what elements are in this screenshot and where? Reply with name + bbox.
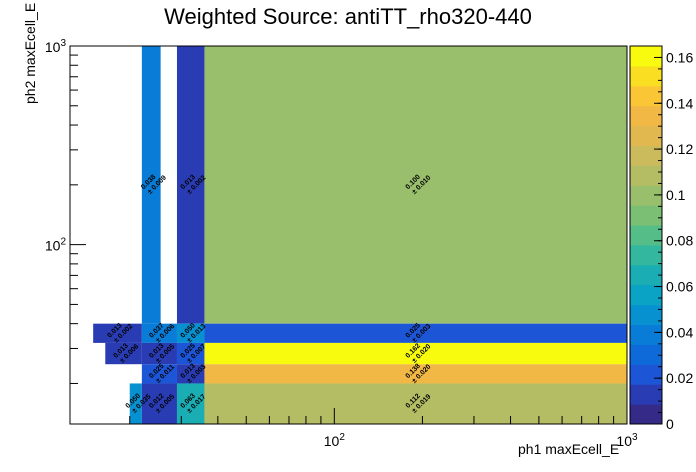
colorbar-segment	[630, 225, 662, 246]
colorbar-tick-label: 0.02	[666, 370, 693, 386]
colorbar-segment	[630, 125, 662, 146]
colorbar-tick-label: 0.08	[666, 233, 693, 249]
colorbar-segment	[630, 185, 662, 206]
colorbar-tick-label: 0.06	[666, 279, 693, 295]
colorbar: 0 0.02 0.04 0.06 0.08 0.1 0.12 0.14 0.16	[629, 45, 693, 432]
colorbar-tick-label: 0.1	[666, 187, 686, 203]
colorbar-tick-label: 0	[666, 416, 674, 432]
colorbar-segment	[630, 324, 662, 345]
colorbar-segment	[630, 344, 662, 365]
colorbar-segment	[630, 145, 662, 166]
colorbar-segment	[630, 244, 662, 266]
heatmap-cell	[129, 383, 142, 424]
heatmap-cell	[141, 364, 177, 384]
heatmap-cell	[176, 342, 205, 365]
colorbar-tick-label: 0.16	[666, 49, 693, 65]
colorbar-segment	[630, 46, 662, 67]
heatmap-cell	[204, 46, 627, 324]
colorbar-segment	[630, 85, 662, 107]
x-axis-label: ph1 maxEcell_E	[518, 441, 620, 457]
heatmap-cell	[105, 342, 142, 365]
colorbar-segment	[630, 404, 662, 425]
tick-label: 103	[616, 432, 638, 449]
heatmap-cell	[204, 342, 627, 365]
colorbar-segment	[630, 105, 662, 127]
heatmap-cell	[176, 46, 205, 324]
heatmap-cell	[141, 342, 177, 365]
heatmap-cell	[176, 364, 205, 384]
tick-label: 102	[324, 432, 346, 449]
axes: 102 103 102 103	[45, 38, 638, 449]
heatmap-cells	[93, 46, 627, 424]
colorbar-segment	[630, 165, 662, 186]
heatmap-cell	[141, 323, 177, 343]
heatmap-cell	[176, 323, 205, 343]
colorbar-segment	[630, 364, 662, 385]
colorbar-segment	[630, 304, 662, 326]
heatmap-cell	[141, 383, 177, 424]
colorbar-segment	[630, 264, 662, 286]
colorbar-segment	[630, 284, 662, 306]
colorbar-tick-label: 0.14	[666, 95, 693, 111]
heatmap-cell	[204, 383, 627, 424]
chart-title: Weighted Source: antiTT_rho320-440	[164, 4, 532, 29]
heatmap-cell	[204, 323, 627, 343]
heatmap-cell	[204, 364, 627, 384]
plot-frame	[69, 45, 628, 425]
heatmap-cell	[93, 323, 142, 343]
colorbar-segment	[630, 384, 662, 405]
colorbar-segment	[630, 65, 662, 87]
colorbar-tick-label: 0.04	[666, 324, 693, 340]
heatmap-cell	[141, 46, 161, 324]
colorbar-segment	[630, 205, 662, 226]
tick-label: 102	[45, 237, 67, 254]
colorbar-tick-label: 0.12	[666, 141, 693, 157]
colorbar-frame	[629, 45, 663, 425]
tick-label: 103	[45, 38, 67, 55]
y-axis-label: ph2 maxEcell_E	[22, 2, 38, 104]
